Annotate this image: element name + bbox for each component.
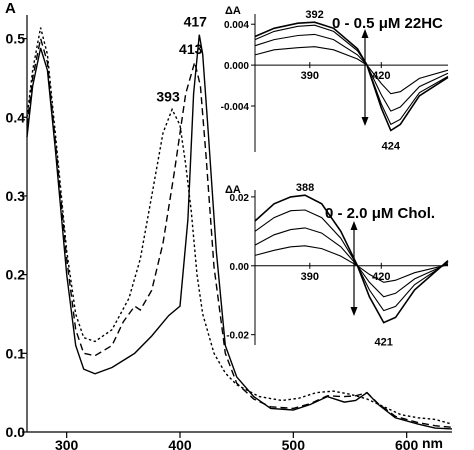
main-peak-label: 417: [184, 14, 208, 30]
inset2-y-tick-label: -0.02: [226, 331, 249, 342]
main-y-label: A: [5, 0, 16, 17]
inset1-ticks: 390 420 0.004 0.000 -0.004: [221, 20, 448, 113]
inset2-series-line: [254, 194, 449, 324]
inset1-series-group: [254, 21, 449, 132]
main-y-tick-label: 0.4: [6, 109, 26, 125]
main-series-group: [26, 27, 453, 430]
main-y-tick-label: 0.2: [6, 267, 26, 283]
inset2-series-line: [254, 227, 449, 298]
inset1-series-line: [254, 24, 449, 126]
main-peak-labels: 417 413 393: [156, 14, 207, 105]
inset1-peak-label: 424: [382, 141, 401, 153]
inset1-x-tick-label: 390: [301, 70, 319, 82]
inset2-y-tick-label: 0.00: [230, 262, 250, 273]
main-y-tick-label: 0.3: [6, 188, 26, 204]
main-series-line-dashed: [26, 38, 453, 428]
main-x-tick-label: 500: [282, 437, 306, 450]
main-ticks: 300 400 500 600 0.0 0.1 0.2 0.3 0.4 0.5: [6, 31, 419, 450]
main-y-tick-label: 0.0: [6, 424, 26, 440]
inset2-peak-labels: 388 421: [296, 182, 393, 348]
inset1-y-tick-label: -0.004: [221, 102, 250, 113]
inset1-peak-label: 392: [305, 9, 323, 21]
inset1-peak-labels: 392 424: [305, 9, 400, 152]
inset2-x-tick-label: 420: [372, 271, 390, 283]
main-x-tick-label: 600: [395, 437, 419, 450]
main-x-tick-label: 300: [55, 437, 79, 450]
inset-chol-chart: ΔA 0 - 2.0 μM Chol. 390 4200.020.00-0.02 …: [225, 182, 449, 349]
inset2-peak-label: 421: [374, 337, 392, 349]
inset2-series-group: [254, 194, 449, 324]
inset2-x-tick-label: 390: [301, 271, 319, 283]
inset1-y-tick-label: 0.004: [224, 20, 249, 31]
main-peak-label: 413: [179, 41, 203, 57]
inset1-y-tick-label: 0.000: [224, 61, 249, 72]
inset2-series-line: [254, 245, 449, 283]
inset1-arrow-up-head: [361, 29, 369, 38]
inset2-title: 0 - 2.0 μM Chol.: [325, 205, 435, 222]
inset1-x-tick-label: 420: [372, 70, 390, 82]
main-y-tick-label: 0.1: [6, 345, 26, 361]
inset1-series-line: [254, 33, 449, 112]
inset2-peak-label: 388: [296, 182, 314, 194]
inset1-series-line: [254, 46, 449, 95]
inset2-y-tick-label: 0.02: [230, 193, 250, 204]
main-peak-label: 393: [156, 88, 180, 104]
main-x-unit: nm: [422, 435, 443, 450]
inset2-arrow-down-head: [350, 307, 358, 316]
inset1-y-label: ΔA: [225, 5, 241, 17]
inset1-arrow-down-head: [361, 117, 369, 126]
inset2-arrow-up-head: [350, 221, 358, 230]
inset1-title: 0 - 0.5 μM 22HC: [332, 15, 443, 32]
main-y-tick-label: 0.5: [6, 31, 26, 47]
main-series-line-dotted: [26, 27, 453, 425]
inset1-series-line: [254, 21, 449, 132]
main-series-line-solid: [26, 34, 453, 430]
main-x-tick-label: 400: [168, 437, 192, 450]
inset2-series-line: [254, 209, 449, 312]
inset2-ticks: 390 420 0.02 0.00 -0.02: [226, 193, 448, 342]
inset2-y-label: ΔA: [225, 184, 241, 196]
inset-22hc-chart: ΔA 0 - 0.5 μM 22HC 390 420 0.004 0.000 -0.00…: [221, 5, 449, 153]
